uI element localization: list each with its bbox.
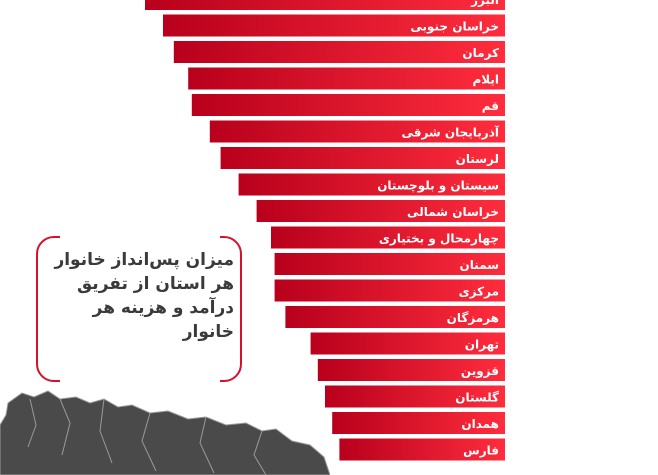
bar-2: [173, 41, 506, 63]
bar-label-9: چهارمحال و بختیاری: [379, 232, 499, 247]
bar-5: [209, 120, 506, 143]
iran-map-icon: [0, 390, 330, 475]
bar-17: [339, 438, 505, 461]
bar-label-7: سیستان و بلوچستان: [377, 179, 499, 194]
bar-label-15: گلستان: [455, 391, 499, 405]
bar-15: [325, 385, 505, 408]
bar-label-13: تهران: [465, 338, 499, 352]
callout-title: میزان پس‌انداز خانوار هر استان از تفریق …: [54, 250, 234, 342]
bar-12: [285, 306, 505, 328]
bar-label-1: خراسان جنوبی: [410, 20, 499, 35]
bar-4: [191, 94, 506, 116]
bar-label-0: البرز: [470, 0, 499, 7]
bar-16: [332, 412, 505, 434]
bar-10: [274, 253, 505, 275]
bar-label-3: ایلام: [472, 73, 499, 88]
bar-label-2: کرمان: [462, 46, 499, 60]
bar-3: [188, 67, 505, 90]
bar-label-8: خراسان شمالی: [407, 205, 499, 219]
bar-label-12: هرمزگان: [447, 311, 499, 325]
bar-label-17: فارس: [463, 444, 499, 458]
bar-14: [317, 359, 505, 381]
bar-6: [220, 147, 505, 169]
bar-label-10: سمنان: [460, 258, 500, 272]
bar-11: [274, 279, 505, 302]
bar-label-14: قزوین: [461, 364, 499, 379]
bar-label-11: مرکزی: [459, 285, 499, 299]
bar-label-5: آذربایجان شرقی: [401, 125, 499, 140]
bar-13: [310, 332, 505, 355]
bar-8: [256, 200, 505, 222]
bar-1: [163, 14, 505, 37]
bar-label-6: لرستان: [456, 152, 499, 166]
bar-9: [271, 226, 505, 249]
bar-label-16: همدان: [461, 417, 499, 431]
bar-7: [238, 173, 505, 196]
bar-label-4: قم: [482, 99, 499, 113]
bar-0: [145, 0, 505, 10]
